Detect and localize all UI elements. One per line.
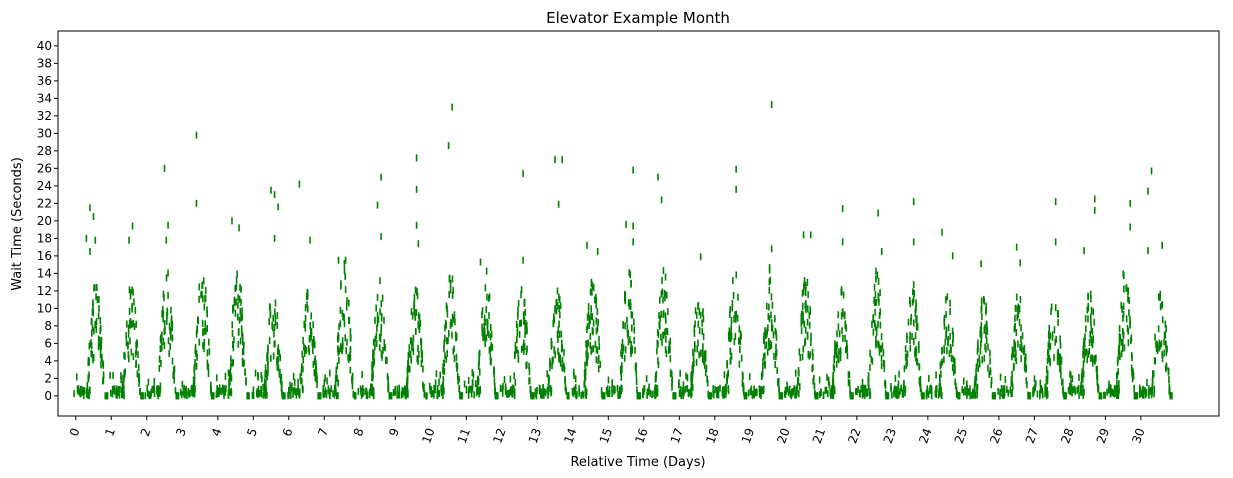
x-tick-label: 19 <box>739 426 757 445</box>
y-tick-label: 14 <box>37 266 52 280</box>
plot-area <box>73 101 1173 400</box>
x-tick-label: 26 <box>987 426 1005 445</box>
y-tick-label: 20 <box>37 214 52 228</box>
x-tick-label: 13 <box>526 426 544 445</box>
x-tick-label: 25 <box>952 426 970 445</box>
chart-title: Elevator Example Month <box>546 9 730 27</box>
y-axis-label: Wait Time (Seconds) <box>10 157 25 291</box>
x-tick-label: 30 <box>1129 426 1147 445</box>
x-tick-label: 20 <box>774 426 792 445</box>
y-tick-label: 32 <box>37 109 52 123</box>
x-tick-label: 4 <box>209 426 225 438</box>
x-tick-label: 29 <box>1094 426 1112 445</box>
x-axis: 0 1 2 3 4 5 6 7 8 9 10 11 12 13 14 15 16 17 18 19 20 21 22 23 24… <box>67 416 1148 445</box>
x-tick-label: 6 <box>280 426 296 438</box>
x-tick-label: 3 <box>173 426 189 438</box>
x-tick-label: 14 <box>561 426 579 445</box>
x-tick-label: 9 <box>386 426 402 438</box>
x-tick-label: 7 <box>315 426 331 438</box>
x-tick-label: 22 <box>845 426 863 445</box>
y-tick-label: 2 <box>44 371 52 385</box>
x-tick-label: 24 <box>916 426 934 445</box>
y-tick-label: 10 <box>37 301 52 315</box>
plot-frame <box>57 30 1220 417</box>
x-tick-label: 0 <box>67 426 83 438</box>
y-tick-label: 22 <box>37 196 52 210</box>
y-tick-label: 6 <box>44 336 52 350</box>
y-tick-label: 30 <box>37 126 52 140</box>
x-tick-label: 5 <box>244 426 260 438</box>
x-tick-label: 17 <box>668 426 686 445</box>
x-tick-label: 18 <box>703 426 721 445</box>
y-tick-label: 18 <box>37 231 52 245</box>
x-tick-label: 21 <box>810 426 828 445</box>
x-tick-label: 15 <box>597 426 615 445</box>
x-tick-label: 27 <box>1023 426 1041 445</box>
x-tick-label: 8 <box>351 426 367 438</box>
x-tick-label: 11 <box>455 426 473 445</box>
x-tick-label: 28 <box>1058 426 1076 445</box>
y-tick-label: 24 <box>37 179 52 193</box>
y-tick-label: 12 <box>37 284 52 298</box>
y-tick-label: 36 <box>37 74 52 88</box>
y-tick-label: 38 <box>37 56 52 70</box>
x-axis-label: Relative Time (Days) <box>570 455 705 470</box>
x-tick-label: 23 <box>881 426 899 445</box>
y-tick-label: 34 <box>37 91 52 105</box>
y-tick-label: 16 <box>37 249 52 263</box>
x-tick-label: 2 <box>138 426 154 438</box>
y-tick-label: 26 <box>37 161 52 175</box>
x-tick-label: 16 <box>632 426 650 445</box>
x-tick-label: 12 <box>490 426 508 445</box>
y-tick-label: 4 <box>44 354 52 368</box>
x-tick-label: 10 <box>419 426 437 445</box>
x-tick-label: 1 <box>102 426 118 438</box>
y-tick-label: 28 <box>37 144 52 158</box>
y-tick-label: 0 <box>44 389 52 403</box>
y-tick-label: 40 <box>37 39 52 53</box>
y-tick-label: 8 <box>44 319 52 333</box>
